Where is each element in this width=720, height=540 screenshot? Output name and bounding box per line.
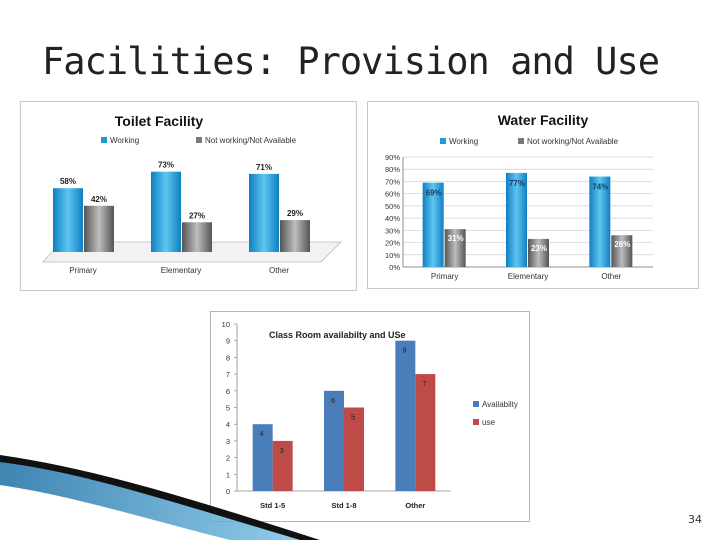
class-ytick-3: 3 bbox=[226, 437, 230, 446]
toilet-data-label-0-1: 42% bbox=[91, 195, 107, 204]
toilet-facility-chart: Toilet Facility Working Not working/Not A… bbox=[20, 101, 357, 291]
class-legend-label-1: use bbox=[482, 418, 495, 427]
water-bar-0-1 bbox=[444, 229, 466, 267]
water-category-label-0: Primary bbox=[431, 272, 459, 281]
classroom-chart: Class Room availabilty and USe 0 1 2 3 4 5 6 7 8… bbox=[210, 311, 530, 522]
toilet-bar-1-0 bbox=[151, 171, 181, 252]
class-data-label-1-1: 5 bbox=[351, 413, 355, 422]
class-ytick-0: 0 bbox=[226, 487, 230, 496]
water-data-label-1-1: 23% bbox=[531, 244, 547, 253]
classroom-chart-svg: Class Room availabilty and USe 0 1 2 3 4 5 6 7 8… bbox=[222, 320, 518, 510]
class-ytick-4: 4 bbox=[226, 420, 230, 429]
toilet-bar-2-0 bbox=[249, 173, 279, 252]
water-ytick-0: 0% bbox=[389, 263, 400, 272]
decorative-swoosh bbox=[0, 455, 320, 540]
toilet-legend-label-1: Not working/Not Available bbox=[205, 136, 297, 145]
water-legend-label-1: Not working/Not Available bbox=[527, 137, 619, 146]
water-data-label-1-0: 77% bbox=[509, 179, 525, 188]
water-ytick-3: 30% bbox=[385, 226, 400, 235]
class-data-label-0-0: 4 bbox=[260, 429, 264, 438]
class-category-label-1: Std 1-8 bbox=[331, 501, 356, 510]
water-ytick-4: 40% bbox=[385, 214, 400, 223]
class-bar-1-0 bbox=[324, 390, 344, 491]
class-ytick-5: 5 bbox=[226, 404, 230, 413]
toilet-category-label-1: Elementary bbox=[161, 266, 201, 275]
class-data-label-2-1: 7 bbox=[422, 379, 426, 388]
toilet-data-label-0-0: 58% bbox=[60, 177, 76, 186]
class-ytick-6: 6 bbox=[226, 387, 230, 396]
water-bar-2-0 bbox=[589, 176, 611, 267]
water-legend-swatch-1 bbox=[518, 138, 524, 144]
toilet-category-label-2: Other bbox=[269, 266, 289, 275]
toilet-bar-0-1 bbox=[84, 205, 114, 252]
class-ytick-1: 1 bbox=[226, 470, 230, 479]
water-facility-chart: Water Facility Working Not working/Not Av… bbox=[367, 101, 699, 289]
class-ytick-9: 9 bbox=[226, 337, 230, 346]
toilet-data-label-1-1: 27% bbox=[189, 211, 205, 220]
water-bar-2-1 bbox=[611, 235, 633, 267]
water-ytick-7: 70% bbox=[385, 177, 400, 186]
class-ytick-8: 8 bbox=[226, 353, 230, 362]
class-ytick-7: 7 bbox=[226, 370, 230, 379]
page-number: 34 bbox=[688, 513, 702, 526]
class-legend-label-0: Availabilty bbox=[482, 400, 518, 409]
water-ytick-8: 80% bbox=[385, 165, 400, 174]
toilet-data-label-1-0: 73% bbox=[158, 161, 174, 170]
toilet-legend-swatch-0 bbox=[101, 137, 107, 143]
water-bar-0-0 bbox=[422, 182, 444, 267]
water-data-label-0-1: 31% bbox=[448, 234, 464, 243]
toilet-bar-0-0 bbox=[53, 188, 83, 252]
class-bar-2-0 bbox=[395, 340, 416, 491]
toilet-bar-2-1 bbox=[280, 220, 310, 252]
water-legend-label-0: Working bbox=[449, 137, 478, 146]
water-bar-1-0 bbox=[506, 172, 527, 267]
water-data-label-2-0: 74% bbox=[592, 183, 608, 192]
class-legend-swatch-1 bbox=[473, 419, 479, 425]
class-ytick-10: 10 bbox=[222, 320, 230, 329]
toilet-chart-title: Toilet Facility bbox=[115, 113, 204, 129]
water-ytick-1: 10% bbox=[385, 251, 400, 260]
toilet-bar-1-1 bbox=[182, 222, 212, 252]
water-ytick-2: 20% bbox=[385, 239, 400, 248]
slide-title: Facilities: Provision and Use bbox=[42, 40, 660, 83]
class-bar-2-1 bbox=[415, 374, 436, 491]
class-legend-swatch-0 bbox=[473, 401, 479, 407]
class-data-label-0-1: 3 bbox=[280, 446, 284, 455]
class-category-label-0: Std 1-5 bbox=[260, 501, 285, 510]
water-legend-swatch-0 bbox=[440, 138, 446, 144]
water-category-label-1: Elementary bbox=[508, 272, 548, 281]
class-bar-0-0 bbox=[252, 424, 273, 491]
toilet-legend-label-0: Working bbox=[110, 136, 139, 145]
class-bar-1-1 bbox=[344, 407, 364, 491]
water-ytick-9: 90% bbox=[385, 153, 400, 162]
classroom-chart-title: Class Room availabilty and USe bbox=[269, 330, 406, 340]
water-data-label-0-0: 69% bbox=[426, 189, 442, 198]
toilet-chart-svg: Toilet Facility Working Not working/Not A… bbox=[42, 113, 342, 275]
class-bar-0-1 bbox=[272, 440, 293, 491]
toilet-legend-swatch-1 bbox=[196, 137, 202, 143]
toilet-category-label-0: Primary bbox=[69, 266, 97, 275]
water-ytick-6: 60% bbox=[385, 190, 400, 199]
water-bar-1-1 bbox=[528, 238, 549, 267]
class-ytick-2: 2 bbox=[226, 454, 230, 463]
toilet-data-label-2-1: 29% bbox=[287, 209, 303, 218]
class-category-label-2: Other bbox=[405, 501, 425, 510]
water-category-label-2: Other bbox=[601, 272, 621, 281]
class-data-label-1-0: 6 bbox=[331, 396, 335, 405]
water-chart-title: Water Facility bbox=[498, 112, 589, 128]
toilet-data-label-2-0: 71% bbox=[256, 163, 272, 172]
water-ytick-5: 50% bbox=[385, 202, 400, 211]
water-data-label-2-1: 26% bbox=[614, 240, 630, 249]
class-data-label-2-0: 9 bbox=[402, 346, 406, 355]
water-chart-svg: Water Facility Working Not working/Not Av… bbox=[385, 112, 653, 281]
